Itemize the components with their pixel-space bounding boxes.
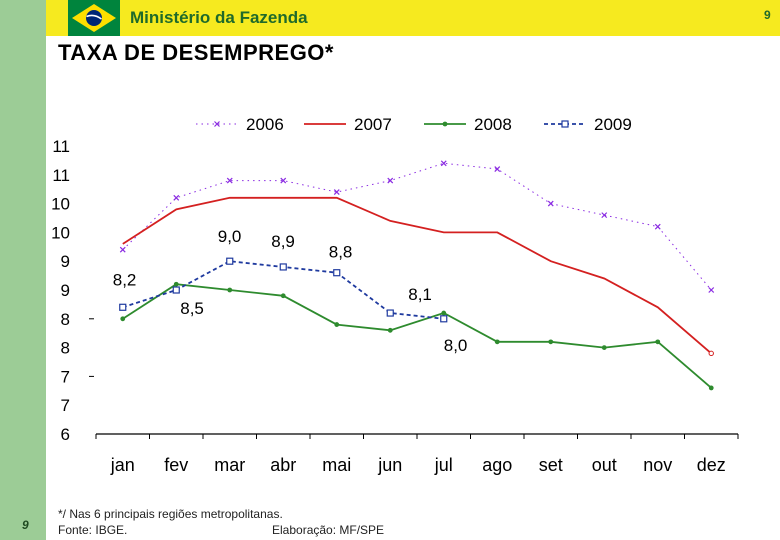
y-tick-label: 9 — [61, 252, 70, 271]
legend-2008-label: 2008 — [474, 115, 512, 134]
brazil-flag-logo — [68, 0, 120, 36]
series-2006-marker — [601, 212, 608, 219]
header-bar — [46, 0, 780, 36]
legend-2006-label: 2006 — [246, 115, 284, 134]
y-tick-label: 8 — [61, 339, 70, 358]
x-tick-label: jun — [377, 455, 402, 475]
series-2006-marker — [280, 177, 287, 184]
series-2008-marker — [708, 385, 714, 391]
credit-note: Elaboração: MF/SPE — [272, 523, 385, 537]
x-tick-label: jan — [110, 455, 135, 475]
x-tick-label: out — [592, 455, 617, 475]
legend-2008-marker — [442, 121, 448, 127]
data-label: 8,1 — [408, 285, 432, 304]
series-2008-marker — [655, 339, 661, 345]
x-tick-label: set — [539, 455, 563, 475]
data-label: 8,0 — [444, 336, 468, 355]
y-tick-label: 8 — [61, 310, 70, 329]
series-2009-marker — [440, 315, 448, 323]
footnote: */ Nas 6 principais regiões metropolitan… — [58, 507, 283, 521]
y-tick-label: 7 — [61, 367, 70, 386]
series-2006-marker — [547, 200, 554, 207]
series-2006-marker — [654, 223, 661, 230]
legend-2006-marker — [214, 121, 220, 127]
series-2006-line — [122, 162, 712, 291]
legend-2007-label: 2007 — [354, 115, 392, 134]
series-2008-marker — [548, 339, 554, 345]
series-2006-marker — [708, 287, 715, 293]
data-label: 8,8 — [329, 243, 353, 262]
x-tick-label: mar — [214, 455, 245, 475]
page-number-side: 9 — [22, 518, 29, 532]
series-2009-marker — [333, 269, 341, 277]
x-tick-label: nov — [643, 455, 672, 475]
ministry-name: Ministério da Fazenda — [130, 8, 308, 27]
x-tick-label: mai — [322, 455, 351, 475]
x-tick-label: ago — [482, 455, 512, 475]
y-tick-label: 7 — [61, 396, 70, 415]
series-2009-marker — [119, 303, 127, 311]
series-2006-marker — [440, 160, 447, 167]
data-label: 9,0 — [218, 227, 242, 246]
series-2008-marker — [601, 345, 607, 350]
series-2006-marker — [173, 194, 180, 201]
series-2008-marker — [494, 339, 500, 345]
series-2006-marker — [494, 166, 501, 172]
source-note: Fonte: IBGE. — [58, 523, 128, 537]
x-tick-label: dez — [697, 455, 726, 475]
series-2008-marker — [120, 316, 126, 322]
series-2006-marker — [119, 246, 126, 253]
x-tick-label: jul — [434, 455, 453, 475]
chart-title: TAXA DE DESEMPREGO* — [58, 40, 334, 65]
page-number-top: 9 — [764, 8, 771, 22]
y-tick-label: 10 — [51, 195, 70, 214]
series-2008-marker — [387, 327, 393, 333]
y-tick-label: 6 — [61, 425, 70, 444]
series-2008-marker — [441, 310, 447, 316]
series-2006-marker — [387, 177, 394, 184]
series-2006-marker — [226, 177, 233, 184]
legend-2009-label: 2009 — [594, 115, 632, 134]
data-label: 8,2 — [113, 270, 137, 289]
series-2008-line — [122, 283, 712, 389]
data-label: 8,5 — [180, 299, 204, 318]
series-2008-marker — [334, 322, 340, 327]
series-2007-line — [122, 196, 712, 355]
x-tick-label: fev — [164, 455, 188, 475]
series-2009-marker — [386, 309, 394, 317]
series-2009-marker — [226, 257, 234, 265]
y-tick-label: 11 — [52, 137, 70, 156]
series-2009-marker — [172, 286, 180, 294]
data-label: 8,9 — [271, 232, 295, 251]
series-2007-end-marker — [708, 350, 714, 357]
series-2008-marker — [227, 287, 233, 293]
y-tick-label: 10 — [51, 223, 70, 242]
series-2008-marker — [173, 281, 179, 287]
x-tick-label: abr — [270, 455, 296, 475]
series-2006-marker — [333, 189, 340, 196]
series-2008-marker — [280, 293, 286, 299]
y-tick-label: 9 — [61, 281, 70, 300]
legend-2009-marker — [561, 120, 569, 128]
y-tick-label: 11 — [52, 166, 70, 185]
side-band — [0, 0, 46, 540]
series-2009-marker — [279, 263, 287, 271]
